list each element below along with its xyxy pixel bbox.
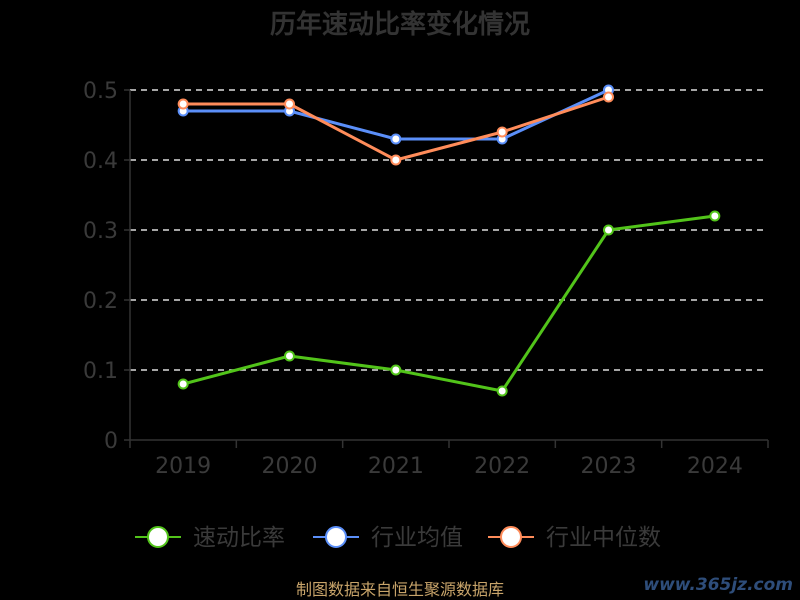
legend-swatch-marker <box>325 526 347 548</box>
data-point[interactable] <box>603 91 614 103</box>
y-tick-label: 0.2 <box>83 289 118 314</box>
data-point[interactable] <box>390 364 402 376</box>
series-1 <box>177 84 614 145</box>
data-point[interactable] <box>390 154 402 166</box>
x-tick-label: 2021 <box>368 454 424 479</box>
legend-swatch-marker <box>147 526 169 548</box>
x-tick-label: 2023 <box>581 454 637 479</box>
legend-label: 行业中位数 <box>546 525 661 551</box>
data-point[interactable] <box>390 133 402 145</box>
x-tick-labels: 2019 2020 2021 2022 2023 2024 <box>129 440 769 479</box>
series-0 <box>177 210 721 397</box>
y-tick-label: 0.3 <box>83 219 118 244</box>
series-line <box>183 95 609 162</box>
source-note: 制图数据来自恒生聚源数据库 <box>296 580 504 599</box>
chart-title: 历年速动比率变化情况 <box>270 9 530 40</box>
series <box>177 84 721 397</box>
x-tick-label: 2020 <box>262 454 318 479</box>
series-line <box>183 88 610 141</box>
data-point[interactable] <box>284 98 295 110</box>
data-point[interactable] <box>496 385 508 397</box>
y-tick-label: 0.4 <box>83 149 118 174</box>
legend-swatch-marker <box>500 526 522 548</box>
y-tick-label: 0.5 <box>83 79 118 104</box>
y-tick-label: 0.1 <box>83 359 118 384</box>
data-point[interactable] <box>496 126 508 138</box>
legend-item[interactable]: 行业中位数 <box>488 525 661 551</box>
watermark-logo: www.365jz.com <box>643 575 793 595</box>
data-point[interactable] <box>603 224 614 236</box>
legend-item[interactable]: 行业均值 <box>313 525 463 551</box>
series-2 <box>177 91 614 166</box>
legend-label: 行业均值 <box>371 525 463 551</box>
y-tick-labels: 0 0.1 0.2 0.3 0.4 0.5 <box>83 79 118 454</box>
x-tick-label: 2022 <box>474 454 530 479</box>
data-point[interactable] <box>177 98 189 110</box>
data-point[interactable] <box>177 378 189 390</box>
axes <box>129 90 768 441</box>
data-point[interactable] <box>284 350 295 362</box>
x-tick-label: 2024 <box>687 454 743 479</box>
data-point[interactable] <box>709 210 721 222</box>
legend-item[interactable]: 速动比率 <box>135 525 285 551</box>
y-tick-label: 0 <box>104 429 118 454</box>
x-tick-label: 2019 <box>155 454 211 479</box>
legend-label: 速动比率 <box>193 525 285 551</box>
legend[interactable]: 速动比率 行业均值 行业中位数 <box>135 525 661 551</box>
grid-lines <box>124 89 768 441</box>
series-line <box>182 214 716 393</box>
